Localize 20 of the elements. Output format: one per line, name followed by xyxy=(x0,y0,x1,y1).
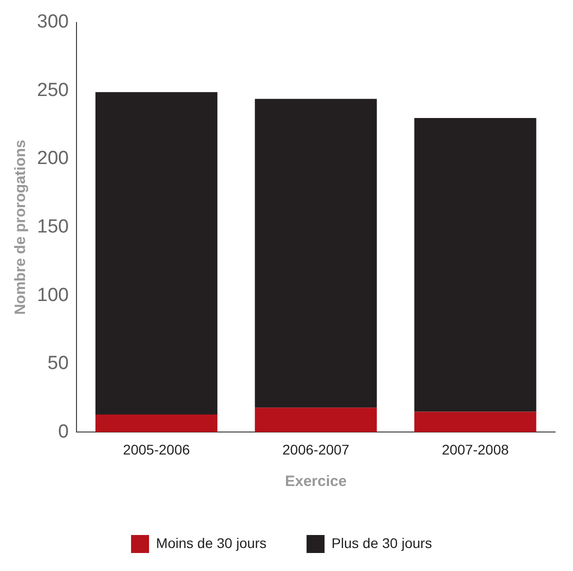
y-axis-title: Nombre de prorogations xyxy=(12,140,30,315)
x-tick-label: 2005-2006 xyxy=(122,441,190,458)
bar xyxy=(95,92,218,414)
bar xyxy=(254,408,377,432)
y-tick-label: 250 xyxy=(37,80,69,101)
legend-label: Moins de 30 jours xyxy=(156,534,267,551)
bar xyxy=(414,118,536,412)
bar xyxy=(95,414,218,432)
y-tick-label: 50 xyxy=(48,353,69,374)
y-tick-label: 0 xyxy=(58,421,69,442)
bar xyxy=(414,412,536,432)
y-tick-label: 150 xyxy=(37,216,69,238)
y-tick-label: 300 xyxy=(37,12,69,33)
x-tick-label: 2007-2008 xyxy=(442,441,509,458)
y-tick-label: 100 xyxy=(37,284,69,306)
bar xyxy=(254,98,377,408)
x-axis-title: Exercice xyxy=(284,473,347,490)
y-tick-label: 200 xyxy=(37,148,69,170)
x-tick-label: 2006-2007 xyxy=(282,441,350,458)
legend-label: Plus de 30 jours xyxy=(332,534,432,551)
